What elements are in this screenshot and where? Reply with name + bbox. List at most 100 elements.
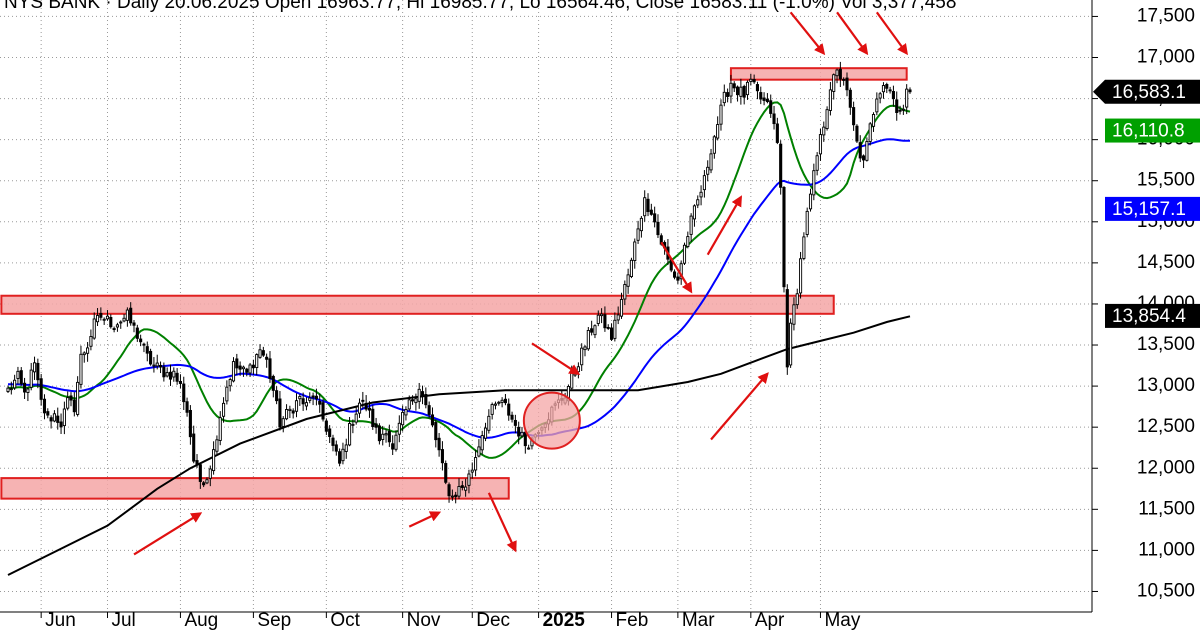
candle-body-up: [871, 114, 876, 127]
candle-body-down: [69, 395, 73, 401]
candle-body-down: [838, 68, 842, 80]
candle-body-down: [765, 98, 769, 103]
candle-body-up: [616, 314, 620, 321]
candle-body-down: [149, 350, 153, 365]
candle-body-up: [255, 354, 259, 369]
y-tick-label: 13,500: [1137, 334, 1195, 355]
candle-body-down: [387, 430, 391, 443]
candle-body-up: [745, 81, 750, 96]
candle-body-up: [709, 153, 713, 171]
annotation-arrow: [789, 11, 826, 56]
candle-body-up: [470, 469, 474, 473]
y-tick-label: 17,000: [1137, 47, 1195, 68]
candle-body-up: [795, 293, 799, 306]
candle-body-up: [682, 244, 687, 264]
x-tick-label: Aug: [184, 610, 218, 630]
candle-body-down: [59, 421, 63, 428]
candle-body-up: [464, 486, 468, 491]
price-badge-bg: [1093, 79, 1200, 104]
y-tick-label: 12,500: [1137, 416, 1195, 437]
price-badge-bg: [1105, 118, 1200, 143]
candle-body-down: [129, 307, 133, 324]
candle-body-up: [6, 387, 10, 392]
x-tick-label: Jul: [111, 610, 135, 630]
candle-body-up: [102, 318, 106, 321]
candle-body-up: [165, 372, 169, 377]
candle-body-down: [291, 410, 295, 414]
candle-body-down: [772, 113, 776, 125]
candle-body-up: [205, 479, 209, 484]
candle-body-down: [271, 375, 275, 391]
candle-body-up: [122, 317, 126, 322]
candle-body-up: [29, 369, 33, 388]
candle-body-up: [636, 228, 640, 241]
candle-body-down: [331, 437, 335, 446]
moving-average-line: [7, 138, 910, 439]
candle-body-up: [878, 93, 882, 99]
candle-body-up: [89, 336, 93, 347]
annotation-arrow: [531, 342, 581, 375]
candle-body-up: [619, 299, 624, 317]
candle-body-down: [891, 91, 895, 100]
candle-body-up: [218, 417, 222, 441]
candle-body-down: [895, 99, 899, 113]
candle-body-up: [62, 408, 66, 427]
candle-body-up: [404, 409, 408, 416]
x-tick-label: 2025: [543, 610, 586, 630]
candle-body-down: [328, 428, 332, 437]
chart-title: NYS BANK · Daily 20.06.2025 Open 16963.7…: [4, 0, 956, 13]
candle-body-up: [490, 404, 494, 415]
candle-body-up: [354, 413, 358, 423]
candle-body-up: [288, 408, 292, 411]
y-tick-label: 11,500: [1138, 498, 1195, 519]
candle-body-down: [732, 83, 736, 89]
candle-body-down: [427, 405, 431, 415]
candle-body-up: [828, 89, 832, 111]
candle-body-down: [142, 343, 146, 346]
candle-body-up: [696, 199, 700, 206]
candle-body-up: [394, 434, 398, 450]
y-tick-label: 15,500: [1137, 170, 1195, 191]
candle-body-down: [192, 433, 196, 462]
candle-body-up: [225, 386, 229, 402]
x-axis: Jun Jul Aug Sep Oct Nov Dec 2025 Feb Mar Apr May: [40, 610, 861, 630]
candle-body-down: [782, 187, 786, 288]
candle-body-down: [314, 395, 318, 400]
candle-body-down: [175, 372, 179, 382]
candle-body-up: [629, 259, 633, 278]
candle-body-down: [420, 391, 425, 397]
y-tick-label: 12,000: [1137, 457, 1195, 478]
candle-body-down: [311, 395, 315, 398]
candle-body-up: [623, 284, 627, 300]
candle-body-up: [527, 447, 531, 450]
candle-body-up: [686, 236, 690, 248]
price-badge-bg: [1105, 303, 1200, 328]
candle-body-down: [858, 142, 862, 159]
candle-body-down: [278, 398, 282, 428]
candle-body-up: [79, 353, 83, 385]
candle-body-up: [222, 402, 226, 417]
candle-body-up: [613, 319, 617, 339]
candle-body-up: [344, 444, 348, 452]
candle-body-up: [26, 388, 30, 393]
candle-body-down: [23, 382, 27, 393]
candle-body-down: [19, 370, 23, 385]
candle-body-down: [72, 399, 76, 413]
candle-body-up: [477, 446, 481, 457]
candle-body-down: [769, 100, 773, 114]
candle-body-down: [321, 402, 325, 420]
candle-body-down: [606, 326, 610, 329]
candle-body-up: [639, 217, 643, 232]
candle-body-down: [324, 420, 328, 432]
candle-body-up: [308, 397, 312, 401]
candle-body-up: [397, 422, 401, 435]
candle-body-up: [115, 324, 119, 328]
candle-body-down: [371, 408, 375, 427]
candle-body-up: [155, 362, 159, 367]
candle-body-down: [888, 89, 892, 92]
candle-body-up: [119, 321, 123, 324]
price-badge-label: 16,110.8: [1112, 121, 1185, 142]
candle-body-down: [364, 402, 368, 410]
candle-body-up: [789, 322, 793, 366]
candle-body-down: [318, 400, 322, 405]
